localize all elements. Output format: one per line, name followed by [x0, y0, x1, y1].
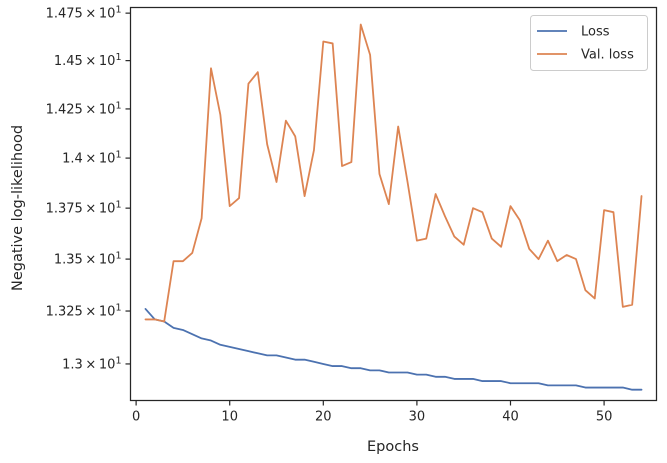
y-tick-label: 1.45 × 101 [54, 52, 122, 69]
x-axis-label: Epochs [367, 439, 419, 455]
y-tick-label: 1.325 × 101 [46, 303, 122, 320]
x-tick-label: 30 [409, 410, 426, 425]
x-axis-ticks: 0 10 20 30 40 50 [132, 401, 612, 425]
y-tick-label: 1.4 × 101 [62, 150, 121, 167]
y-axis-label: Negative log-likelihood [10, 125, 26, 291]
x-tick-label: 0 [132, 410, 140, 425]
legend-label-loss: Loss [581, 25, 610, 40]
y-tick-label: 1.35 × 101 [54, 251, 122, 268]
x-tick-label: 50 [596, 410, 613, 425]
x-tick-label: 40 [502, 410, 519, 425]
y-tick-label: 1.475 × 101 [46, 5, 122, 22]
y-tick-label: 1.3 × 101 [62, 355, 121, 372]
legend-label-val-loss: Val. loss [581, 48, 634, 63]
y-tick-label: 1.375 × 101 [46, 200, 122, 217]
x-tick-label: 20 [315, 410, 332, 425]
y-axis-ticks: 1.3 × 101 1.325 × 101 1.35 × 101 1.375 × 10… [46, 5, 131, 373]
x-tick-label: 10 [221, 410, 238, 425]
legend: Loss Val. loss [531, 16, 648, 71]
y-tick-label: 1.425 × 101 [46, 100, 122, 117]
